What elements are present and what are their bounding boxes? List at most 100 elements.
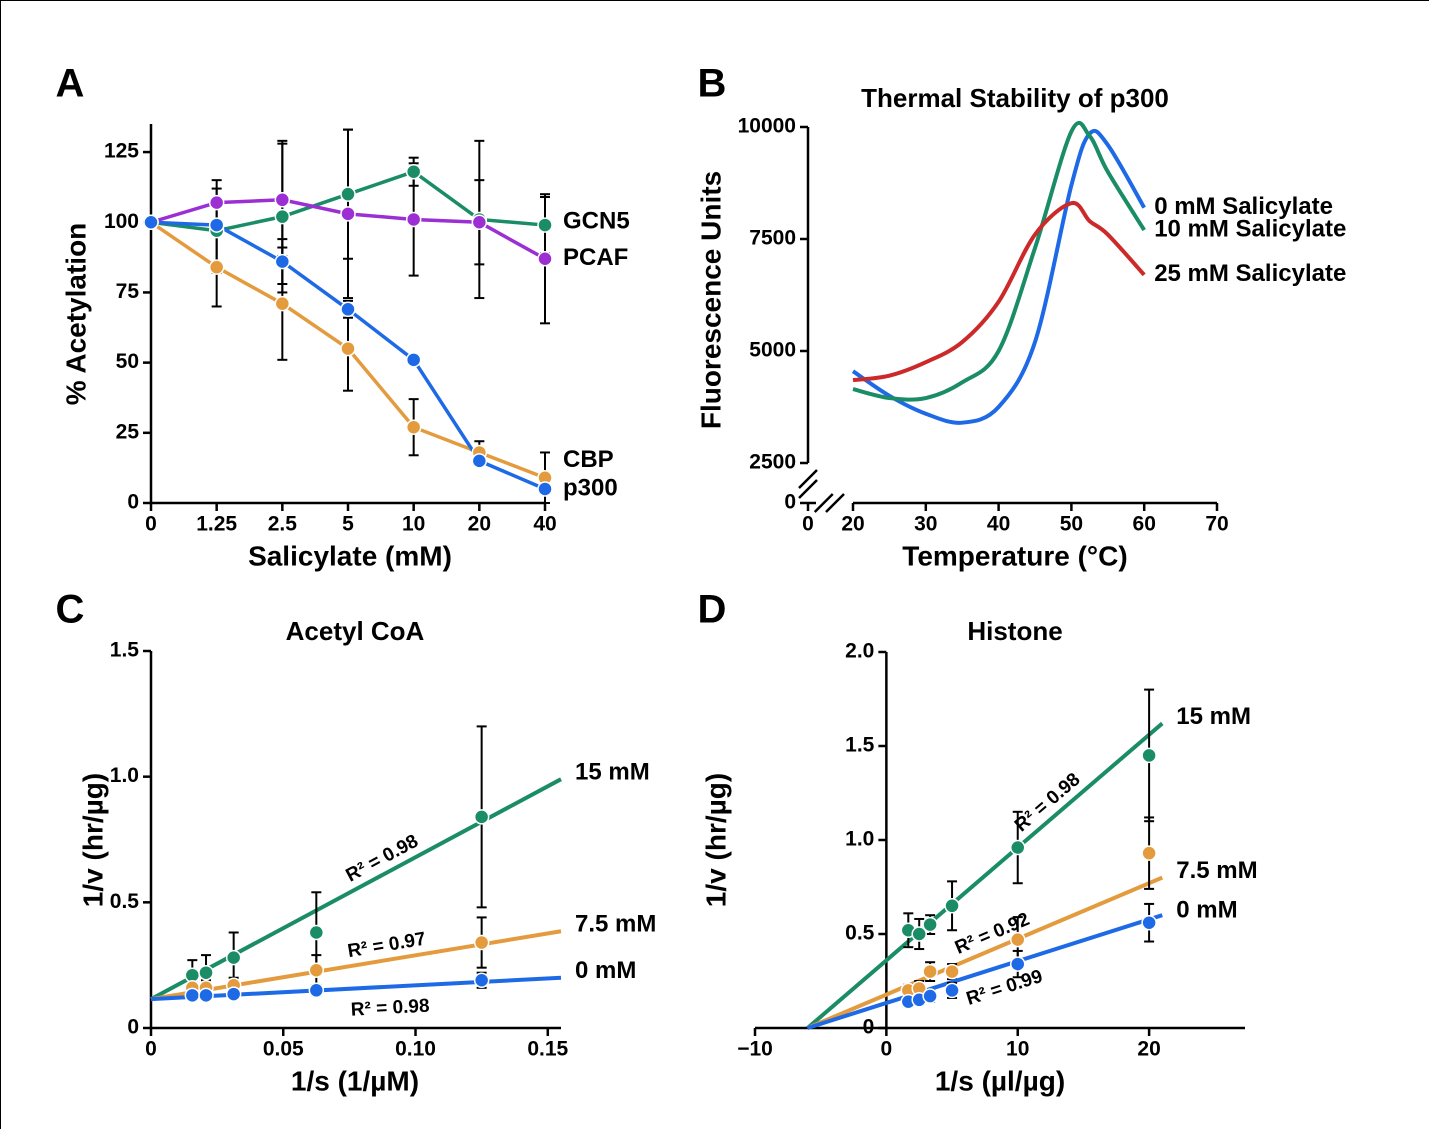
data-point: [405, 163, 422, 180]
series-curve: [852, 201, 1146, 383]
y-tick-label: 0: [784, 491, 796, 514]
x-tick-label: 0.15: [527, 1038, 568, 1061]
chart-title: Thermal Stability of p300: [861, 83, 1169, 113]
y-axis-label: 1/v (hr/µg): [77, 773, 108, 907]
series-curve: [852, 120, 1146, 402]
y-tick-label: 10000: [738, 115, 796, 138]
data-point: [308, 924, 325, 941]
data-point: [225, 986, 242, 1002]
data-point: [308, 982, 325, 999]
x-axis-label: Salicylate (mM): [248, 540, 452, 571]
x-tick-label: 0: [802, 513, 814, 536]
data-point: [1009, 839, 1026, 856]
fit-line: [806, 913, 1163, 1030]
r-squared: R² = 0.98: [1011, 769, 1084, 836]
y-tick-label: 0: [863, 1016, 875, 1039]
axis-break: [798, 479, 818, 499]
x-tick-label: 20: [841, 513, 864, 536]
data-point: [274, 192, 291, 208]
series-curve: [851, 128, 1146, 425]
x-tick-label: 50: [1060, 513, 1083, 536]
data-point: [208, 259, 225, 275]
data-point: [340, 340, 356, 357]
y-tick-label: 0: [127, 491, 139, 514]
data-point: [405, 211, 422, 228]
series-label: 0 mM: [575, 957, 636, 984]
panel-letter: A: [56, 62, 85, 106]
panel-letter: B: [698, 62, 727, 106]
data-point: [198, 987, 214, 1004]
data-point: [308, 962, 325, 978]
data-point: [225, 949, 242, 966]
data-point: [537, 217, 553, 233]
y-axis-label: Fluorescence Units: [695, 171, 726, 429]
data-point: [922, 963, 938, 980]
data-point: [1009, 956, 1026, 972]
y-tick-label: 2.0: [845, 640, 874, 663]
y-tick-label: 0.5: [845, 922, 875, 945]
x-tick-label: 10: [1006, 1038, 1029, 1061]
fit-line: [150, 975, 562, 1002]
panel-letter: D: [698, 588, 727, 632]
y-tick-label: 7500: [749, 227, 796, 250]
axis-break: [798, 469, 818, 489]
y-tick-label: 1.0: [110, 764, 139, 787]
series-label: 7.5 mM: [1176, 857, 1257, 884]
data-point: [274, 295, 291, 312]
series-label: PCAF: [563, 244, 628, 271]
data-point: [340, 186, 356, 202]
x-tick-label: 0.10: [395, 1038, 436, 1061]
axis-break: [825, 493, 845, 513]
data-point: [473, 934, 490, 951]
y-tick-label: 50: [116, 350, 139, 373]
data-point: [944, 898, 960, 914]
data-point: [944, 982, 960, 999]
data-point: [274, 208, 291, 225]
series-label: 0 mM: [1176, 897, 1237, 924]
y-tick-label: 125: [104, 140, 139, 163]
fit-line: [150, 929, 562, 1002]
x-tick-label: 1.25: [196, 513, 237, 536]
data-point: [1141, 845, 1157, 861]
data-point: [537, 251, 553, 267]
series-label: 15 mM: [1176, 703, 1251, 730]
x-tick-label: 30: [914, 513, 937, 536]
chart-title: Histone: [967, 616, 1062, 646]
x-tick-label: 70: [1205, 513, 1228, 536]
x-tick-label: 0.05: [263, 1038, 304, 1061]
axis-break: [813, 493, 834, 513]
fit-line: [806, 875, 1164, 1030]
y-tick-label: 1.5: [110, 639, 140, 662]
series-label: 15 mM: [575, 759, 650, 786]
series-label: 25 mM Salicylate: [1154, 260, 1346, 287]
y-tick-label: 5000: [749, 339, 796, 362]
data-point: [473, 972, 490, 988]
series-label: CBP: [563, 446, 614, 473]
x-tick-label: 20: [1137, 1038, 1160, 1061]
data-point: [473, 809, 490, 825]
data-point: [1141, 747, 1157, 764]
data-point: [1009, 931, 1026, 948]
data-point: [537, 481, 553, 497]
y-tick-label: 0: [127, 1016, 139, 1039]
fit-line: [806, 721, 1164, 1030]
data-point: [405, 352, 422, 368]
series-label: 0 mM Salicylate: [1154, 193, 1333, 220]
data-point: [340, 206, 356, 222]
fit-line: [150, 777, 562, 1001]
y-tick-label: 1.5: [845, 734, 875, 757]
data-point: [208, 194, 225, 211]
x-axis-label: Temperature (°C): [902, 540, 1127, 571]
data-point: [922, 916, 938, 933]
y-axis-label: 1/v (hr/µg): [700, 773, 731, 907]
x-tick-label: 40: [987, 513, 1010, 536]
data-point: [1141, 914, 1157, 931]
series-label: p300: [563, 474, 618, 501]
y-tick-label: 0.5: [110, 890, 140, 913]
data-point: [340, 301, 356, 318]
data-point: [274, 253, 291, 270]
x-axis-label: 1/s (1/µM): [291, 1065, 419, 1096]
y-axis-label: % Acetylation: [60, 223, 91, 406]
data-point: [198, 964, 214, 981]
